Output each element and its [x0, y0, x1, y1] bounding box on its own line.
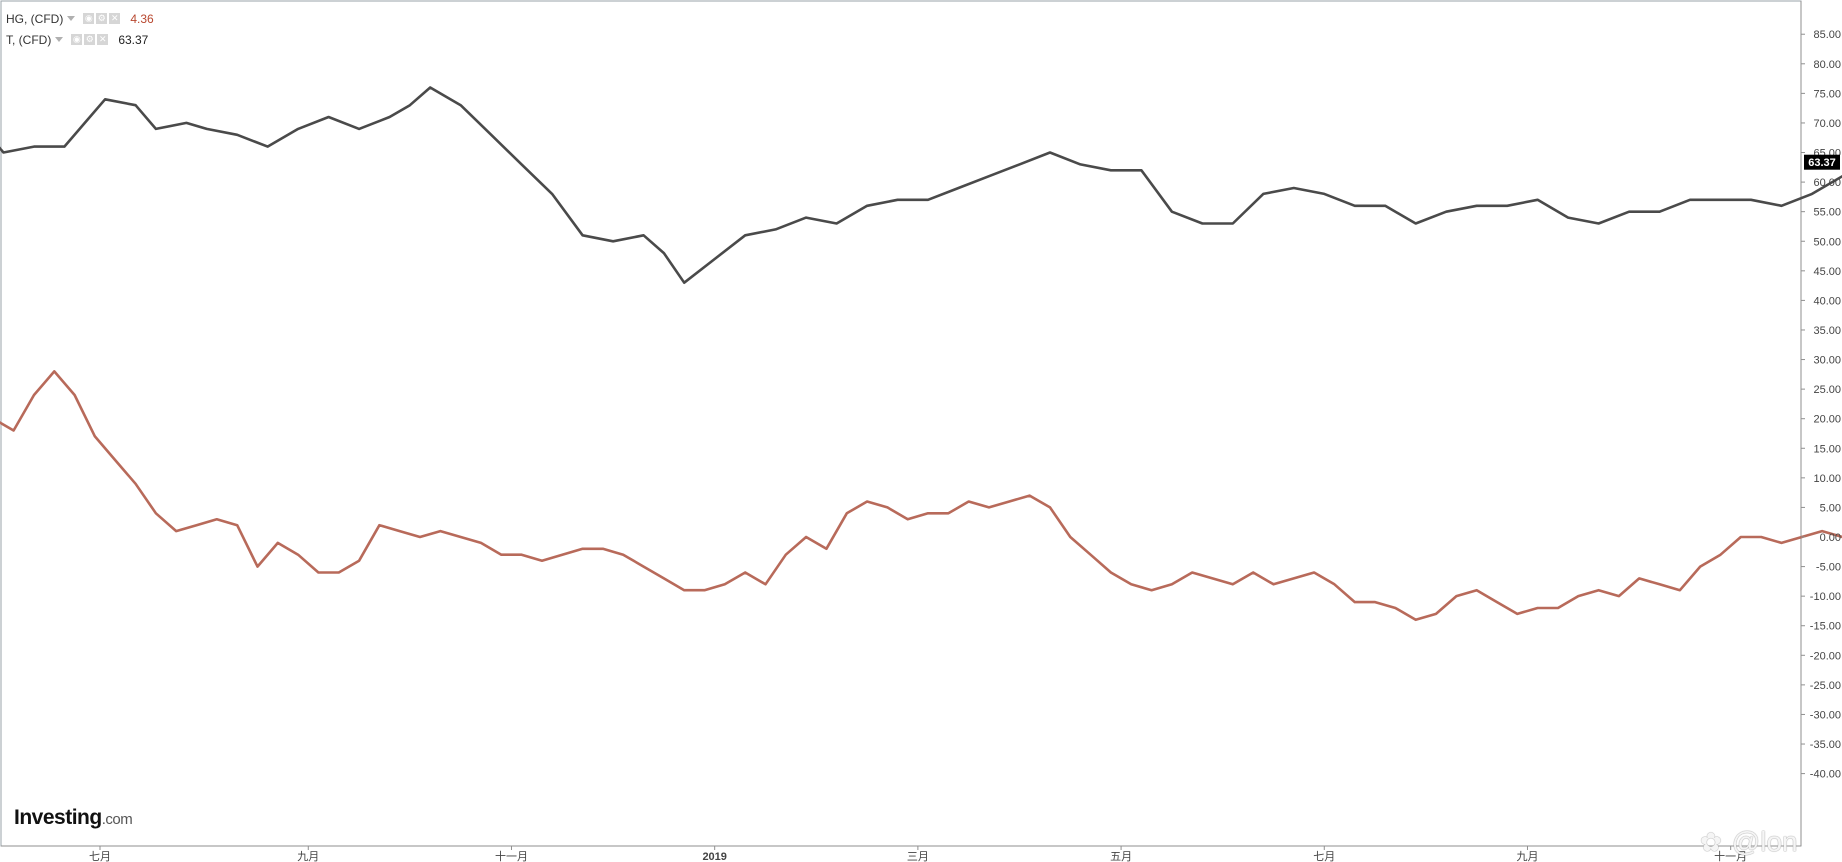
x-tick-label: 七月 — [89, 850, 111, 862]
plot-area — [0, 0, 1802, 847]
y-tick-label: 10.00 — [1813, 473, 1841, 485]
y-tick-label: -15.00 — [1810, 621, 1841, 633]
series-line-hg — [0, 370, 1842, 622]
y-tick-label: 75.00 — [1813, 88, 1841, 100]
y-tick-label: -20.00 — [1810, 650, 1841, 662]
y-tick-label: 25.00 — [1813, 384, 1841, 396]
chevron-down-icon[interactable] — [55, 37, 64, 42]
y-tick-label: -25.00 — [1810, 680, 1841, 692]
legend: HG, (CFD) ◉ ⚙ ✕ 4.36 T, (CFD) ◉ ⚙ ✕ 63.3… — [6, 8, 154, 50]
y-tick-label: 60.00 — [1813, 177, 1841, 189]
x-tick-label: 九月 — [1516, 850, 1538, 862]
y-tick-label: 45.00 — [1813, 266, 1841, 278]
x-tick-label: 九月 — [297, 850, 319, 862]
y-tick-label: -35.00 — [1810, 739, 1841, 751]
y-tick-label: 85.00 — [1813, 29, 1841, 41]
weibo-icon: ✿ — [1700, 827, 1722, 857]
investing-logo: Investing.com — [14, 806, 133, 830]
x-tick-label: 十一月 — [1714, 849, 1747, 862]
legend-item-hg[interactable]: HG, (CFD) ◉ ⚙ ✕ 4.36 — [6, 8, 154, 29]
y-tick-label: 55.00 — [1813, 207, 1841, 219]
x-tick-label: 十一月 — [495, 849, 528, 862]
y-tick-label: 50.00 — [1813, 236, 1841, 248]
logo-suffix: .com — [101, 811, 133, 828]
watermark-handle: @lon — [1731, 826, 1798, 857]
last-value-label: 63.37 — [1808, 157, 1836, 169]
series-line-t — [0, 86, 1842, 284]
y-tick-label: -5.00 — [1816, 562, 1841, 574]
y-tick-label: -10.00 — [1810, 591, 1841, 603]
watermark: ✿ @lon — [1700, 826, 1798, 858]
legend-series-name[interactable]: T, (CFD) — [6, 32, 52, 47]
y-tick-label: 5.00 — [1820, 502, 1841, 514]
legend-series-value: 4.36 — [130, 11, 154, 26]
y-tick-label: 40.00 — [1813, 295, 1841, 307]
x-tick-label: 七月 — [1313, 850, 1335, 862]
legend-item-t[interactable]: T, (CFD) ◉ ⚙ ✕ 63.37 — [6, 29, 154, 50]
y-tick-label: 30.00 — [1813, 355, 1841, 367]
close-icon[interactable]: ✕ — [109, 13, 121, 24]
eye-icon[interactable]: ◉ — [71, 34, 83, 45]
y-tick-label: 20.00 — [1813, 414, 1841, 426]
x-tick-label: 2019 — [702, 851, 726, 862]
y-tick-label: -40.00 — [1810, 769, 1841, 781]
last-value-marker: 63.37 — [1804, 154, 1840, 170]
gear-icon[interactable]: ⚙ — [84, 34, 96, 45]
y-tick-label: 0.00 — [1820, 532, 1841, 544]
y-tick-label: 80.00 — [1813, 59, 1841, 71]
logo-brand: Investing — [14, 806, 102, 829]
y-tick-label: 70.00 — [1813, 118, 1841, 130]
x-axis-ticks: 七月九月十一月2019三月五月七月九月十一月2020三月五月七月九月十一月202… — [89, 846, 1747, 862]
y-tick-label: -30.00 — [1810, 709, 1841, 721]
close-icon[interactable]: ✕ — [97, 34, 109, 45]
y-tick-label: 15.00 — [1813, 443, 1841, 455]
x-tick-label: 五月 — [1110, 851, 1132, 862]
y-axis-ticks: 85.0080.0075.0070.0065.0060.0055.0050.00… — [1801, 29, 1841, 781]
gear-icon[interactable]: ⚙ — [96, 13, 108, 24]
eye-icon[interactable]: ◉ — [83, 13, 95, 24]
legend-series-value: 63.37 — [118, 32, 149, 47]
x-tick-label: 三月 — [907, 851, 929, 862]
series-layer — [0, 86, 1842, 622]
chevron-down-icon[interactable] — [67, 16, 76, 21]
y-tick-label: 35.00 — [1813, 325, 1841, 337]
legend-series-name[interactable]: HG, (CFD) — [6, 11, 64, 26]
